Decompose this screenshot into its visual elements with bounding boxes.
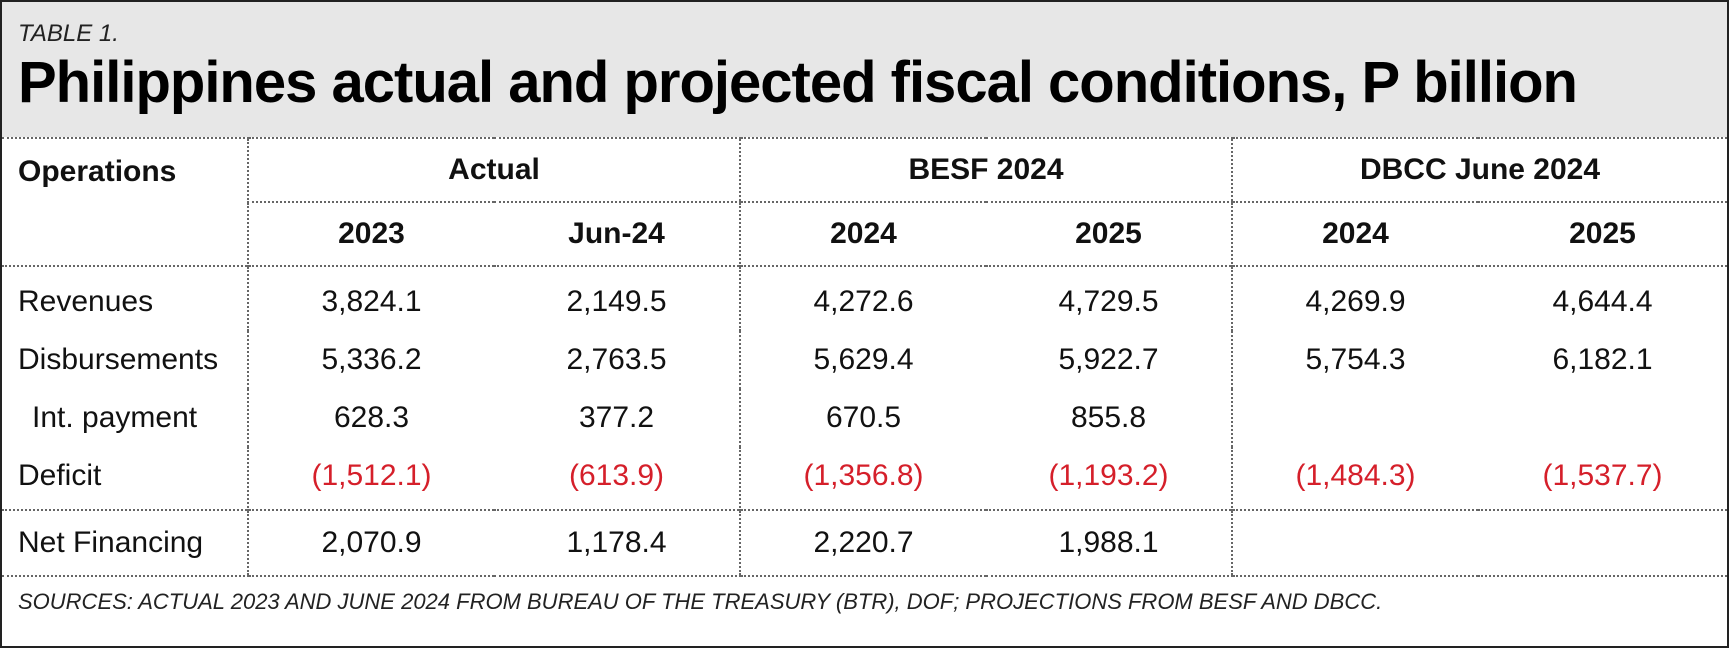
cell-value: 4,644.4 [1478, 265, 1727, 331]
cell-value-negative: (1,512.1) [247, 447, 494, 510]
group-header-actual: Actual [247, 137, 740, 203]
cell-value-negative: (1,484.3) [1231, 447, 1478, 510]
table-label: TABLE 1. [18, 20, 119, 47]
cell-value: 2,070.9 [247, 509, 494, 577]
cell-value: 855.8 [1070, 401, 1147, 434]
row-label: Net Financing [2, 509, 248, 577]
cell-value: 2,149.5 [494, 265, 740, 331]
cell-value [1231, 509, 1478, 577]
year-header: 2025 [1075, 217, 1142, 250]
group-header-dbcc: DBCC June 2024 [1231, 137, 1727, 203]
table-row-net-financing: Net Financing 2,070.9 1,178.4 2,220.7 1,… [2, 509, 1727, 577]
row-label: Deficit [18, 459, 102, 492]
operations-header: Operations [2, 137, 248, 266]
cell-value: 4,272.6 [739, 265, 986, 331]
cell-value-negative: (1,356.8) [739, 447, 986, 510]
cell-value: 4,729.5 [986, 265, 1232, 331]
table-header: TABLE 1. Philippines actual and projecte… [2, 2, 1727, 137]
table-row-deficit: Deficit (1,512.1) (613.9) (1,356.8) (1,1… [2, 447, 1727, 510]
cell-value: 3,824.1 [247, 265, 494, 331]
row-label: Disbursements [18, 343, 219, 376]
cell-value [1231, 389, 1478, 447]
cell-value: 4,269.9 [1231, 265, 1478, 331]
table-row-revenues: Revenues 3,824.1 2,149.5 4,272.6 4,729.5… [2, 265, 1727, 331]
year-header: 2025 [1569, 217, 1636, 250]
cell-value: 1,988.1 [986, 509, 1232, 577]
cell-value: 2,763.5 [566, 343, 667, 376]
row-label: Int. payment [32, 401, 198, 434]
cell-value [1478, 509, 1727, 577]
source-note: SOURCES: ACTUAL 2023 AND JUNE 2024 FROM … [18, 589, 1383, 614]
cell-value: 628.3 [247, 389, 494, 447]
table-row-int-payment: Int. payment 628.3 377.2 670.5 855.8 [2, 389, 1727, 447]
cell-value: 1,178.4 [494, 509, 740, 577]
cell-value: 670.5 [739, 389, 986, 447]
cell-value: 5,922.7 [1058, 343, 1159, 376]
year-header: 2024 [1231, 202, 1478, 266]
cell-value: 6,182.1 [1552, 343, 1653, 376]
cell-value-negative: (1,193.2) [1048, 459, 1169, 492]
cell-value-negative: (1,537.7) [1542, 459, 1663, 492]
year-header: 2024 [739, 202, 986, 266]
table-title: Philippines actual and projected fiscal … [18, 50, 1578, 115]
fiscal-table: Operations Actual BESF 2024 DBCC June 20… [2, 137, 1727, 577]
cell-value: 2,220.7 [739, 509, 986, 577]
cell-value-negative: (613.9) [568, 459, 665, 492]
year-header: 2023 [247, 202, 494, 266]
cell-value: 5,754.3 [1231, 331, 1478, 389]
cell-value: 5,336.2 [247, 331, 494, 389]
cell-value: 377.2 [578, 401, 655, 434]
row-label: Revenues [2, 265, 248, 331]
year-header: Jun-24 [568, 217, 665, 250]
table-row-disbursements: Disbursements 5,336.2 2,763.5 5,629.4 5,… [2, 331, 1727, 389]
cell-value [1478, 389, 1727, 447]
cell-value: 5,629.4 [739, 331, 986, 389]
group-header-besf: BESF 2024 [739, 137, 1232, 203]
